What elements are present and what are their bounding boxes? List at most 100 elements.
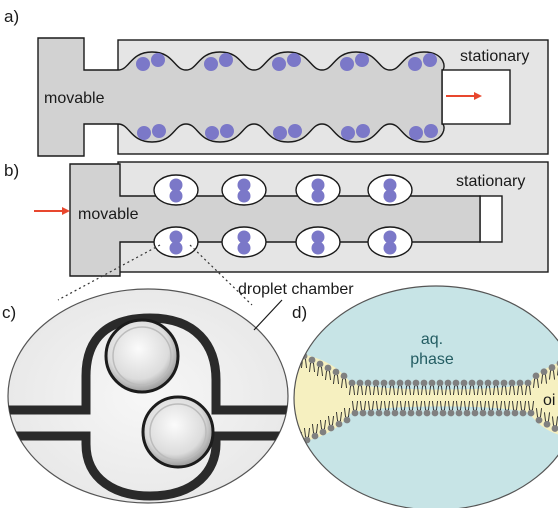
movable-label-b: movable bbox=[78, 206, 139, 223]
lipid-tail bbox=[357, 385, 363, 396]
droplet-upper bbox=[104, 318, 180, 394]
panel-c-letter: c) bbox=[2, 303, 16, 322]
panel-c: c) droplet chamber bbox=[2, 281, 354, 504]
lipid-bilayer bbox=[294, 348, 558, 448]
lipid-head bbox=[332, 368, 340, 376]
lipid-tail bbox=[328, 415, 334, 426]
panel-d-outline bbox=[293, 285, 558, 508]
lipid-head bbox=[436, 379, 444, 387]
lipid-tail bbox=[525, 385, 531, 396]
movable-block-b bbox=[69, 163, 481, 277]
lipid-head bbox=[324, 364, 332, 372]
stationary-label-a: stationary bbox=[460, 48, 529, 65]
lipid-head bbox=[359, 409, 367, 417]
zoom-lines bbox=[57, 244, 253, 306]
lipid-head bbox=[439, 409, 447, 417]
lipid-tail bbox=[317, 366, 323, 377]
lipid-head bbox=[479, 409, 487, 417]
lipid-tail bbox=[392, 400, 398, 411]
droplet bbox=[424, 124, 438, 138]
lipid-tail bbox=[496, 400, 502, 411]
lipid-head bbox=[335, 420, 343, 428]
lipid-head bbox=[535, 416, 543, 424]
lipid-head bbox=[532, 372, 540, 380]
panel-d: d) aq. phase oi bbox=[292, 285, 558, 508]
lipid-head bbox=[343, 416, 351, 424]
lipid-tail bbox=[488, 400, 494, 411]
lipid-tail bbox=[424, 400, 430, 411]
lipid-head bbox=[500, 379, 508, 387]
lipid-head bbox=[294, 348, 300, 356]
lipid-head bbox=[351, 409, 359, 417]
lipid-head bbox=[455, 409, 463, 417]
movable-label-a: movable bbox=[44, 90, 105, 107]
lipid-tail bbox=[477, 385, 483, 396]
lipid-head bbox=[412, 379, 420, 387]
droplet-chambers-b bbox=[153, 174, 413, 258]
microscope-image bbox=[7, 288, 289, 504]
lipid-tail bbox=[349, 385, 355, 396]
lipid-head bbox=[447, 409, 455, 417]
lipid-head bbox=[463, 409, 471, 417]
lipid-tail bbox=[520, 400, 526, 411]
lipid-head bbox=[407, 409, 415, 417]
droplet bbox=[423, 53, 437, 67]
lipid-tail bbox=[469, 385, 475, 396]
droplet bbox=[152, 124, 166, 138]
lipid-tail bbox=[381, 385, 387, 396]
droplet bbox=[237, 241, 251, 255]
droplet bbox=[136, 57, 150, 71]
lipid-head bbox=[527, 409, 535, 417]
stationary-slot-b bbox=[479, 195, 503, 243]
lipid-tail bbox=[352, 400, 358, 411]
lipid-tail bbox=[440, 400, 446, 411]
lipid-head bbox=[524, 379, 532, 387]
lipid-head bbox=[348, 379, 356, 387]
lipid-head bbox=[423, 409, 431, 417]
lipid-tail bbox=[512, 400, 518, 411]
droplet-chamber-callout: droplet chamber bbox=[238, 281, 354, 298]
lipid-tail bbox=[501, 385, 507, 396]
droplet bbox=[169, 189, 183, 203]
lipid-tail bbox=[485, 385, 491, 396]
droplet bbox=[356, 124, 370, 138]
droplet bbox=[205, 126, 219, 140]
droplet bbox=[237, 230, 251, 244]
droplet bbox=[151, 53, 165, 67]
droplet bbox=[311, 230, 325, 244]
lipid-head bbox=[380, 379, 388, 387]
lipid-head bbox=[319, 428, 327, 436]
lipid-head bbox=[308, 356, 316, 364]
droplet bbox=[355, 53, 369, 67]
lipid-head bbox=[356, 379, 364, 387]
lipid-tail bbox=[549, 370, 555, 380]
lipid-tail bbox=[421, 385, 427, 396]
lipid-tail bbox=[437, 385, 443, 396]
lipid-head bbox=[316, 360, 324, 368]
callout-line bbox=[253, 299, 283, 331]
lipid-head bbox=[540, 368, 548, 376]
lipid-head bbox=[367, 409, 375, 417]
panel-b-letter: b) bbox=[4, 161, 19, 180]
droplet bbox=[383, 241, 397, 255]
lipid-head bbox=[399, 409, 407, 417]
panel-d-letter: d) bbox=[292, 303, 307, 322]
lipid-head bbox=[468, 379, 476, 387]
lipid-tail bbox=[453, 385, 459, 396]
lipid-head bbox=[508, 379, 516, 387]
droplet bbox=[204, 57, 218, 71]
lipid-tail bbox=[429, 385, 435, 396]
droplet bbox=[237, 178, 251, 192]
droplet bbox=[409, 126, 423, 140]
lipid-tail bbox=[517, 385, 523, 396]
lipid-tail bbox=[472, 400, 478, 411]
lipid-tail bbox=[493, 385, 499, 396]
lipid-tail bbox=[405, 385, 411, 396]
lipid-tail bbox=[400, 400, 406, 411]
panel-b: b) movable stationary bbox=[4, 161, 549, 277]
droplet bbox=[273, 126, 287, 140]
droplet bbox=[169, 230, 183, 244]
lipid-head bbox=[548, 364, 556, 371]
lipid-head bbox=[396, 379, 404, 387]
